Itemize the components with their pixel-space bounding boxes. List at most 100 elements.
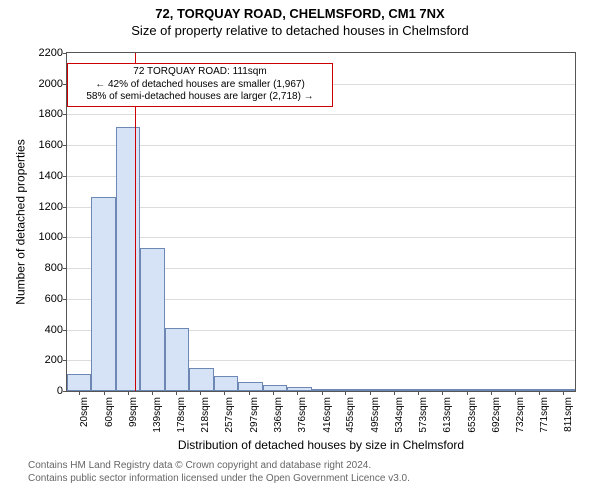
histogram-bar <box>91 197 115 391</box>
x-tick-label: 732sqm <box>515 397 526 433</box>
y-tick-label: 1200 <box>39 201 63 213</box>
x-tick-label: 257sqm <box>224 397 235 433</box>
y-tick-mark <box>63 330 67 331</box>
x-tick-mark <box>297 391 298 395</box>
histogram-bar <box>361 389 385 391</box>
y-tick-label: 1000 <box>39 231 63 243</box>
x-tick-label: 178sqm <box>176 397 187 433</box>
histogram-bar <box>434 389 458 391</box>
y-tick-mark <box>63 237 67 238</box>
histogram-bar <box>214 376 238 391</box>
histogram-bar <box>483 389 507 391</box>
x-tick-label: 771sqm <box>539 397 550 433</box>
histogram-bar <box>336 389 360 391</box>
y-tick-mark <box>63 268 67 269</box>
plot-area: 0200400600800100012001400160018002000220… <box>66 52 576 392</box>
footer-attribution: Contains HM Land Registry data © Crown c… <box>28 460 410 485</box>
footer-line-1: Contains HM Land Registry data © Crown c… <box>28 460 410 473</box>
annotation-box: 72 TORQUAY ROAD: 111sqm ← 42% of detache… <box>67 63 333 107</box>
x-tick-mark <box>128 391 129 395</box>
y-tick-mark <box>63 207 67 208</box>
chart-title: 72, TORQUAY ROAD, CHELMSFORD, CM1 7NX <box>0 6 600 21</box>
histogram-bar <box>140 248 164 391</box>
x-axis-title: Distribution of detached houses by size … <box>66 438 576 452</box>
x-tick-mark <box>79 391 80 395</box>
x-tick-label: 692sqm <box>491 397 502 433</box>
histogram-bar <box>410 389 434 391</box>
y-tick-mark <box>63 114 67 115</box>
x-tick-label: 653sqm <box>467 397 478 433</box>
annotation-line-3: 58% of semi-detached houses are larger (… <box>72 91 328 104</box>
y-tick-mark <box>63 176 67 177</box>
annotation-line-1: 72 TORQUAY ROAD: 111sqm <box>72 66 328 79</box>
x-tick-label: 613sqm <box>442 397 453 433</box>
x-tick-mark <box>563 391 564 395</box>
gridline-h <box>67 114 575 115</box>
x-tick-mark <box>442 391 443 395</box>
x-tick-label: 60sqm <box>104 397 115 427</box>
histogram-bar <box>385 389 409 391</box>
x-tick-mark <box>345 391 346 395</box>
gridline-h <box>67 207 575 208</box>
x-tick-mark <box>539 391 540 395</box>
x-tick-mark <box>515 391 516 395</box>
x-tick-label: 495sqm <box>370 397 381 433</box>
y-tick-mark <box>63 145 67 146</box>
x-tick-label: 376sqm <box>297 397 308 433</box>
gridline-h <box>67 145 575 146</box>
histogram-bar <box>312 389 336 391</box>
x-tick-label: 99sqm <box>128 397 139 427</box>
y-tick-label: 1600 <box>39 139 63 151</box>
x-tick-mark <box>104 391 105 395</box>
x-tick-label: 416sqm <box>322 397 333 433</box>
x-tick-mark <box>491 391 492 395</box>
x-tick-label: 534sqm <box>394 397 405 433</box>
x-tick-mark <box>322 391 323 395</box>
title-block: 72, TORQUAY ROAD, CHELMSFORD, CM1 7NX Si… <box>0 6 600 38</box>
x-tick-label: 20sqm <box>79 397 90 427</box>
histogram-bar <box>67 374 91 391</box>
histogram-bar <box>189 368 213 391</box>
histogram-bar <box>165 328 189 391</box>
y-tick-label: 200 <box>45 354 63 366</box>
gridline-h <box>67 176 575 177</box>
x-tick-label: 455sqm <box>345 397 356 433</box>
y-tick-label: 1400 <box>39 170 63 182</box>
y-tick-label: 1800 <box>39 108 63 120</box>
y-tick-mark <box>63 299 67 300</box>
x-tick-label: 139sqm <box>152 397 163 433</box>
histogram-bar <box>287 387 311 391</box>
annotation-line-2: ← 42% of detached houses are smaller (1,… <box>72 79 328 92</box>
x-tick-mark <box>249 391 250 395</box>
y-tick-mark <box>63 391 67 392</box>
histogram-bar <box>459 389 483 391</box>
x-tick-mark <box>224 391 225 395</box>
x-tick-label: 218sqm <box>200 397 211 433</box>
y-tick-label: 2000 <box>39 78 63 90</box>
chart-canvas: 72, TORQUAY ROAD, CHELMSFORD, CM1 7NX Si… <box>0 0 600 500</box>
y-tick-label: 800 <box>45 262 63 274</box>
x-tick-mark <box>467 391 468 395</box>
footer-line-2: Contains public sector information licen… <box>28 473 410 486</box>
histogram-bar <box>508 389 532 391</box>
gridline-h <box>67 237 575 238</box>
x-tick-label: 573sqm <box>418 397 429 433</box>
x-tick-mark <box>394 391 395 395</box>
x-tick-mark <box>418 391 419 395</box>
x-tick-mark <box>370 391 371 395</box>
x-tick-mark <box>273 391 274 395</box>
chart-subtitle: Size of property relative to detached ho… <box>0 23 600 38</box>
x-tick-label: 336sqm <box>273 397 284 433</box>
y-tick-label: 2200 <box>39 47 63 59</box>
y-tick-label: 400 <box>45 324 63 336</box>
x-tick-mark <box>152 391 153 395</box>
histogram-bar <box>238 382 262 391</box>
y-tick-mark <box>63 53 67 54</box>
y-axis-title: Number of detached properties <box>14 52 28 392</box>
y-tick-mark <box>63 360 67 361</box>
x-tick-label: 297sqm <box>249 397 260 433</box>
y-tick-label: 600 <box>45 293 63 305</box>
histogram-bar <box>532 389 556 391</box>
histogram-bar <box>263 385 287 391</box>
x-tick-mark <box>176 391 177 395</box>
